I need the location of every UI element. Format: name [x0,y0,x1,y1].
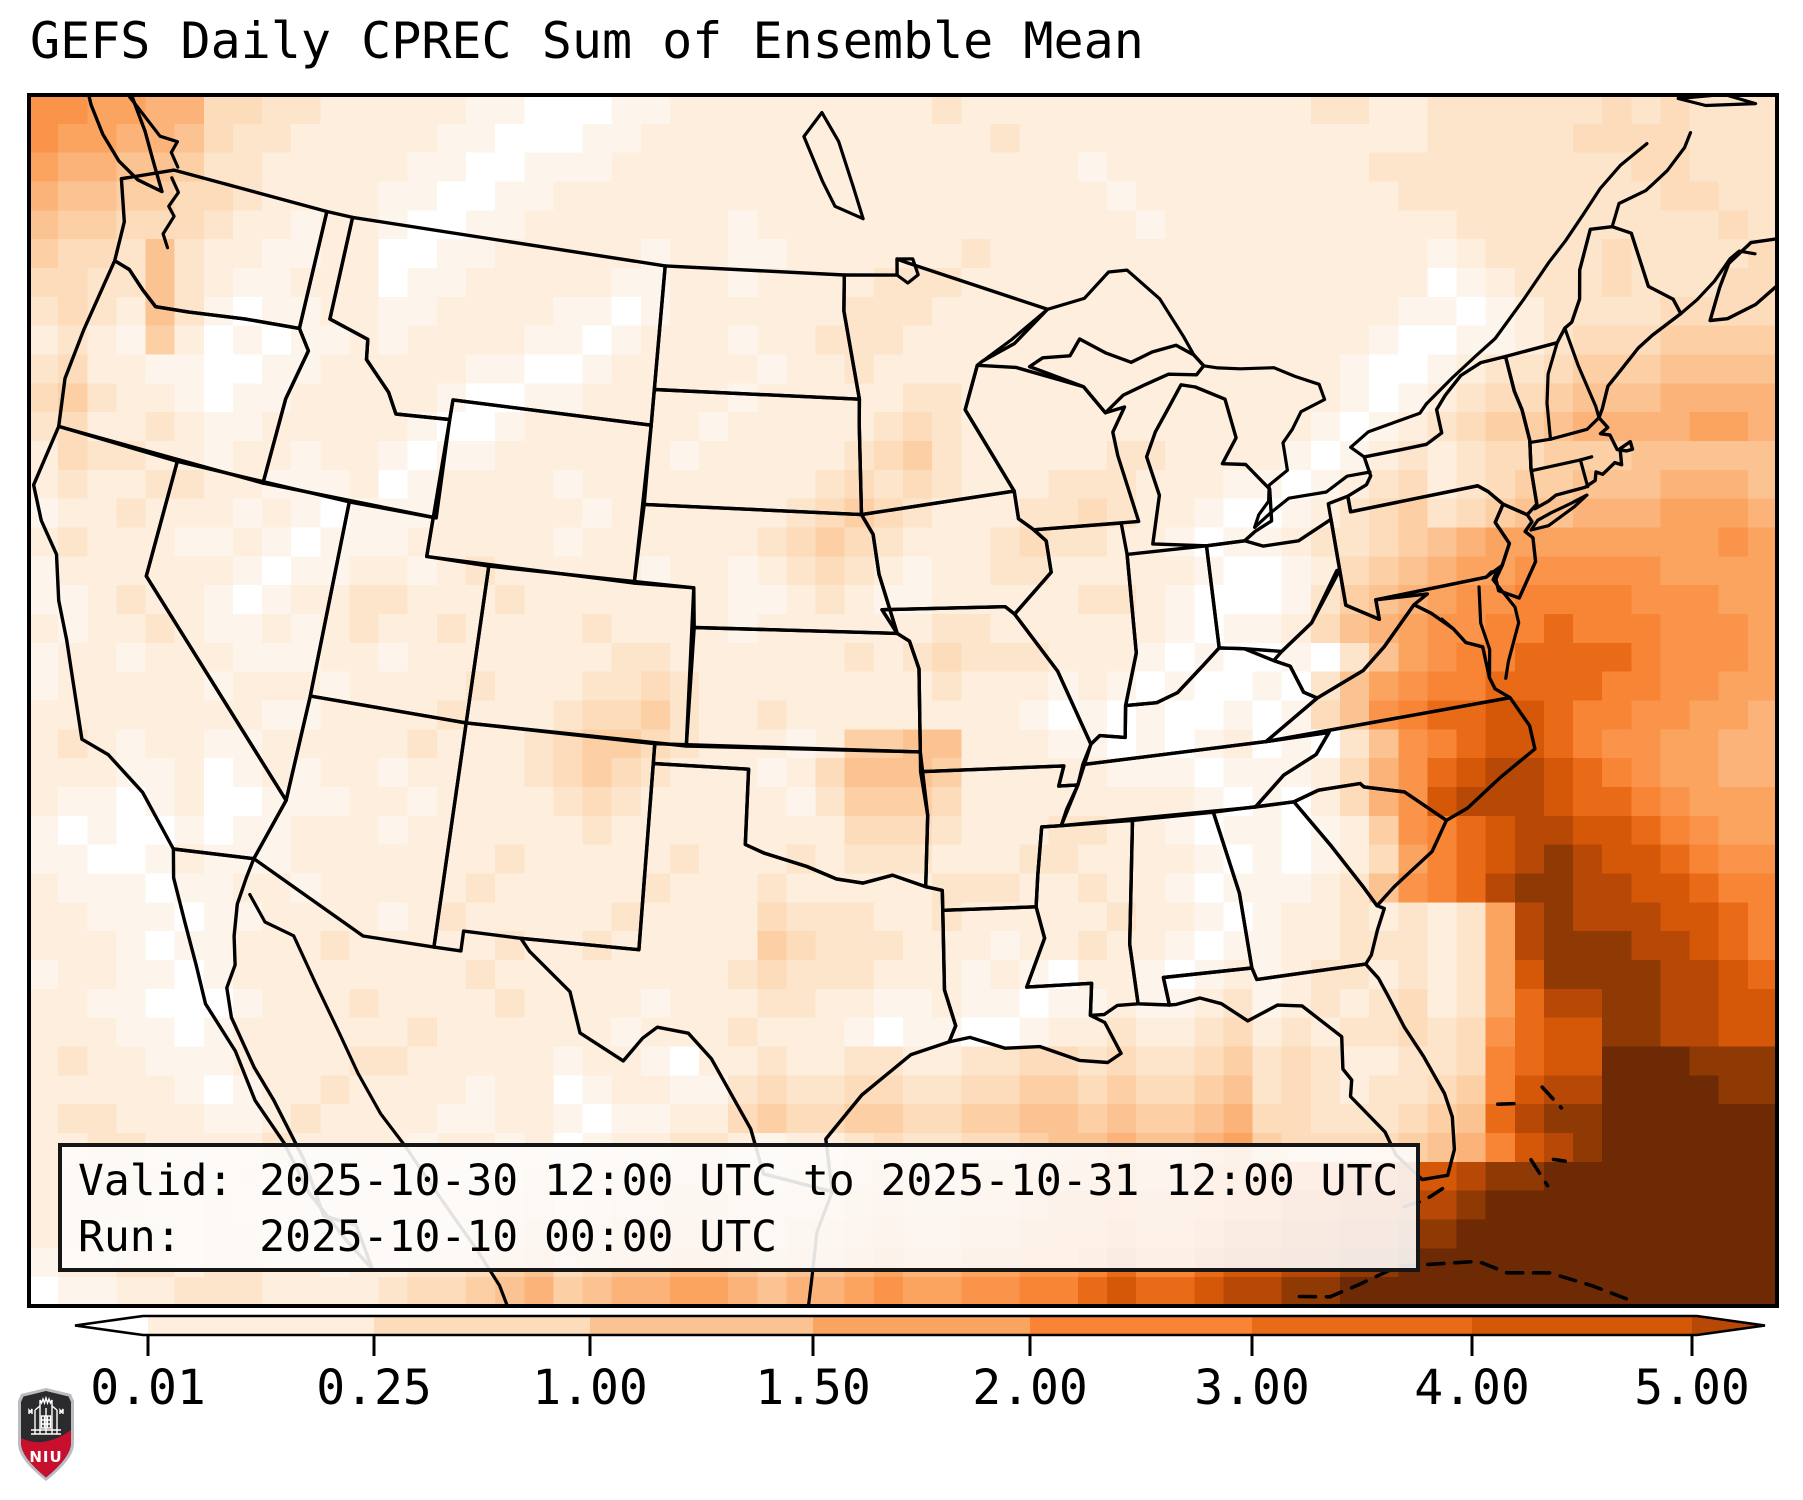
colorbar-tick-label: 1.00 [532,1360,648,1416]
colorbar-tick-label: 1.50 [755,1360,871,1416]
map-content [29,95,1777,1306]
state-borders [31,95,1777,1271]
run-time-text: Run: 2025-10-10 00:00 UTC [78,1212,777,1262]
colorbar-tick-label: 2.00 [972,1360,1088,1416]
figure-title: GEFS Daily CPREC Sum of Ensemble Mean [30,12,1144,70]
castle-icon [28,1395,64,1435]
colorbar-tick-label: 3.00 [1194,1360,1310,1416]
valid-run-info-box: Valid: 2025-10-30 12:00 UTC to 2025-10-3… [58,1143,1420,1272]
niu-logo: NIU [18,1388,74,1481]
colorbar-tick-label: 0.01 [90,1360,206,1416]
map-frame [27,93,1779,1308]
colorbar-tick-label: 0.25 [316,1360,432,1416]
niu-logo-text: NIU [29,1448,62,1466]
valid-time-text: Valid: 2025-10-30 12:00 UTC to 2025-10-3… [78,1156,1399,1206]
colorbar-tick-label: 4.00 [1414,1360,1530,1416]
coastlines [127,95,1758,1306]
colorbar-tick-label: 5.00 [1634,1360,1750,1416]
